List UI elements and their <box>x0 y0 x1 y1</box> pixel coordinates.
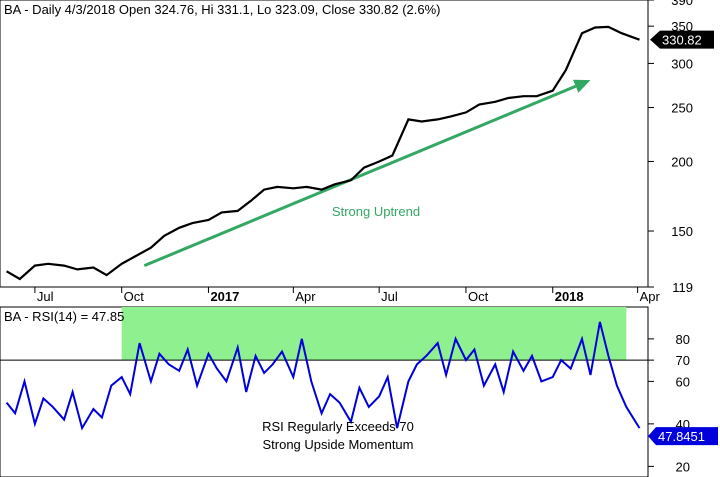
price-x-tick-label: 2017 <box>210 289 239 304</box>
price-x-tick-label: Apr <box>640 289 661 304</box>
rsi-y-tick-label: 20 <box>676 459 690 474</box>
price-y-tick-label: 390 <box>671 0 693 8</box>
price-y-tick-label: 300 <box>671 56 693 71</box>
price-y-axis: 119 150 200 250 300 350 390 <box>648 0 693 295</box>
price-y-tick-label: 250 <box>671 101 693 116</box>
rsi-overbought-zone <box>121 307 627 361</box>
rsi-annotation-line-1: RSI Regularly Exceeds 70 <box>262 419 414 434</box>
price-series-line <box>6 25 640 281</box>
rsi-last-value-label: 47.8451 <box>658 429 705 444</box>
price-last-value-badge: 330.82 <box>650 30 714 49</box>
price-y-tick-label: 150 <box>671 224 693 239</box>
rsi-series-line <box>5 321 641 431</box>
trend-annotation: Strong Uptrend <box>332 204 420 219</box>
price-y-tick-label: 200 <box>671 154 693 169</box>
price-y-tick-label: 119 <box>672 280 693 295</box>
price-x-tick-label: Oct <box>468 289 489 304</box>
rsi-y-tick-label: 60 <box>676 374 690 389</box>
trend-arrow <box>143 79 591 268</box>
price-x-tick-label: 2018 <box>555 289 584 304</box>
rsi-last-value-badge: 47.8451 <box>648 427 718 446</box>
price-last-value-label: 330.82 <box>662 33 702 48</box>
rsi-title: BA - RSI(14) = 47.85 <box>4 309 124 324</box>
rsi-y-tick-label: 70 <box>676 353 690 368</box>
rsi-last-value-marker <box>648 427 718 446</box>
price-title: BA - Daily 4/3/2018 Open 324.76, Hi 331.… <box>4 2 441 17</box>
trend-arrow-head <box>573 79 591 93</box>
trend-arrow-shaft <box>143 84 577 268</box>
price-panel: BA - Daily 4/3/2018 Open 324.76, Hi 331.… <box>0 0 714 304</box>
price-x-tick-label: Oct <box>124 289 145 304</box>
price-last-value-marker <box>650 30 714 49</box>
price-y-tick-label: 350 <box>671 19 693 34</box>
rsi-y-tick-label: 80 <box>676 332 690 347</box>
price-x-axis: Jul Oct 2017 Apr Jul Oct 2018 Apr <box>34 287 661 304</box>
price-plot-frame <box>0 0 649 288</box>
price-x-tick-label: Apr <box>295 289 316 304</box>
rsi-annotation-line-2: Strong Upside Momentum <box>262 437 413 452</box>
price-x-tick-label: Jul <box>37 289 54 304</box>
price-x-tick-label: Jul <box>381 289 398 304</box>
